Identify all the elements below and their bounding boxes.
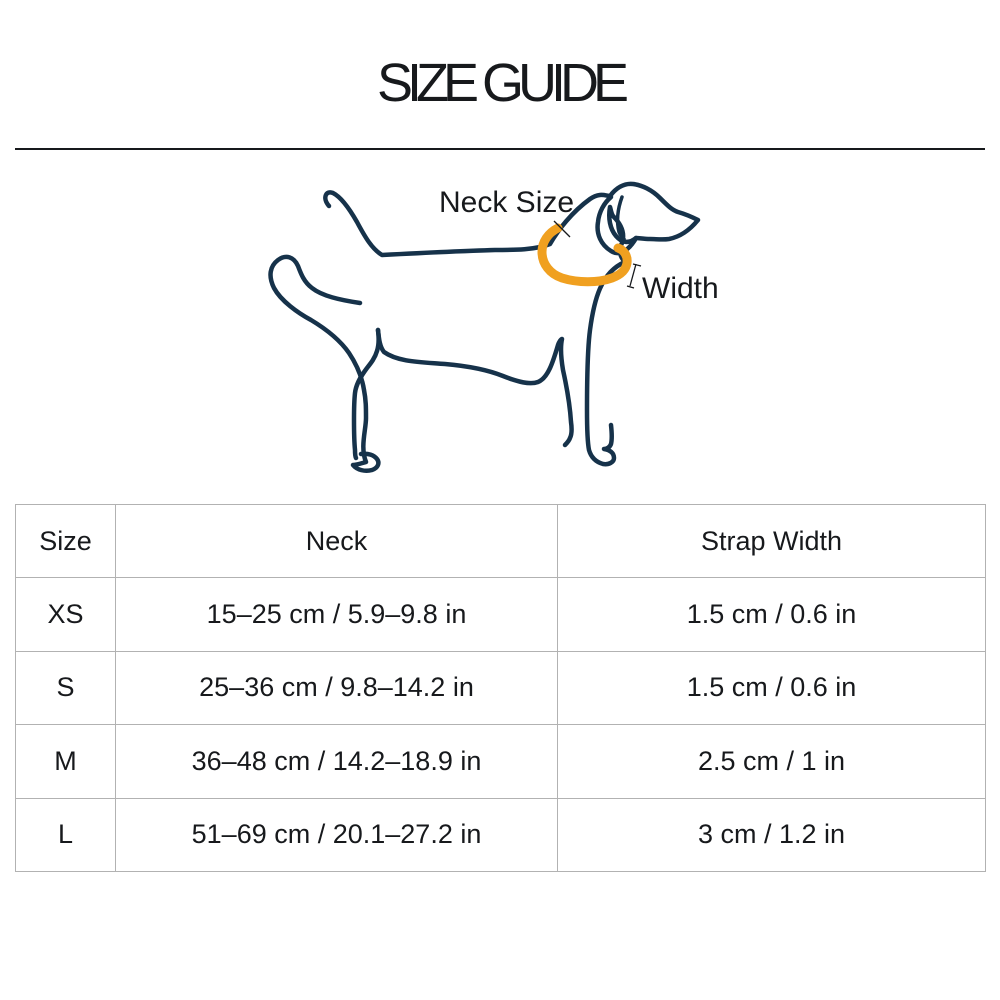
svg-text:Width: Width (642, 272, 719, 305)
svg-text:Neck Size: Neck Size (439, 186, 574, 219)
